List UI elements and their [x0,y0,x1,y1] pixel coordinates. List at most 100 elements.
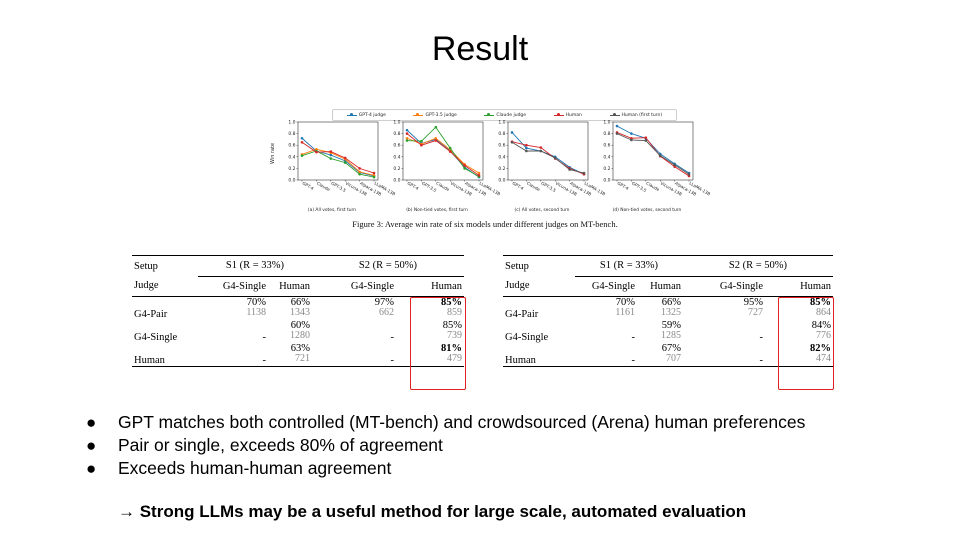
cell-percent: 81% [441,342,462,354]
data-point-claude-judge [329,157,333,160]
y-tick-label: 0.0 [498,178,505,184]
data-point-claude-judge [448,146,452,150]
table-col-header: Human [279,280,310,292]
legend-label-human-first-turn: Human (first turn) [621,112,663,118]
data-point-gpt4-judge [329,153,333,157]
y-tick-label: 0.4 [393,154,400,160]
bullet-dot: ● [86,436,97,455]
table-col-header: G4-Single [350,280,394,292]
series-line-human [301,141,375,174]
y-tick-label: 0.4 [288,154,295,160]
series-line-human [406,133,480,176]
table-col-header: Human [431,280,462,292]
cell-percent: - [390,354,395,366]
cell-count: 1343 [290,307,310,318]
cell-percent: 60% [290,319,310,331]
cell-count: 479 [447,353,462,364]
series-line-gpt4-judge [511,132,585,175]
series-line-human-first-turn [511,141,585,174]
table-row: G4-Single - 59% 1285 - 84% 776 [503,320,833,343]
series-line-claude-judge [406,126,480,177]
x-tick-label: GPT-4 [302,181,315,192]
series-line-gpt4-judge [301,137,375,177]
y-tick-label: 0.2 [288,166,295,172]
cell-count: 474 [816,353,831,364]
data-point-human [405,132,409,135]
y-tick-label: 0.8 [603,131,610,137]
data-point-gpt4-judge [300,136,304,140]
x-tick-label: GPT-4 [512,181,525,192]
x-tick-label: GPT-3.5 [631,181,648,194]
x-tick-label: Claude [435,181,450,193]
data-point-gpt4-judge [510,131,514,134]
data-point-human-first-turn [582,171,586,175]
table-mt-bench: Setup S1 (R = 33%) S2 (R = 50%) Judge G4… [132,256,464,366]
data-point-human-first-turn [644,139,648,142]
data-point-human [315,150,318,154]
data-point-human [448,150,452,153]
data-point-gpt4-judge [630,132,633,135]
cell-percent: 70% [615,296,635,308]
data-point-gpt4-judge [525,146,528,150]
legend-label-gpt35: GPT-3.5 judge [425,112,457,118]
table-setup-label: Setup [134,260,158,272]
series-line-claude-judge [301,150,375,178]
legend-swatch-gpt4 [346,113,357,116]
bullet-text: GPT matches both controlled (MT-bench) a… [118,412,806,432]
data-point-claude-judge [463,167,466,170]
data-point-gpt4-judge [615,124,619,128]
cell-percent: 63% [290,342,310,354]
cell-count: 727 [748,307,763,318]
series-line-human [616,132,690,177]
data-point-human [343,156,347,160]
legend-swatch-human-first-turn [609,113,620,116]
y-tick-label: 1.0 [498,120,505,126]
panel-caption-b: (b) Non-tied votes, first turn [406,208,468,213]
cell-percent: - [390,331,395,343]
y-tick-label: 0.4 [603,154,610,160]
cell-percent: 84% [811,319,831,331]
x-tick-label: GPT-4 [617,181,630,192]
legend-item-gpt35: GPT-3.5 judge [413,112,457,118]
x-tick-label: GPT-3.5 [540,181,557,194]
data-point-human-first-turn [568,168,571,171]
y-tick-label: 0.8 [288,131,295,137]
data-point-human [434,139,438,142]
cell-count: 1280 [290,330,310,341]
y-tick-label: 0.2 [393,166,400,172]
conclusion-text: → Strong LLMs may be a useful method for… [118,502,747,521]
row-label: Human [134,354,165,366]
data-point-claude-judge [434,125,438,129]
figure-legend: GPT-4 judge GPT-3.5 judge Claude judge H… [332,109,677,121]
table-row: G4-Single - 60% 1280 - 85% 739 [132,320,464,343]
cell-percent: - [631,354,636,366]
cell-count: 1325 [661,307,681,318]
data-point-human-first-turn [658,154,662,157]
y-tick-label: 0.0 [393,178,400,184]
plot-frame [612,121,694,181]
row-label: Human [505,354,536,366]
series-line-gpt4-judge [616,125,690,174]
legend-item-human-first-turn: Human (first turn) [609,112,663,118]
table-col-header: Human [650,280,681,292]
legend-item-gpt4: GPT-4 judge [346,113,386,118]
y-tick-label: 0.0 [603,178,610,184]
cell-percent: 95% [743,296,763,308]
y-tick-label: 0.6 [498,143,505,149]
data-point-human [644,136,648,139]
x-tick-label: GPT-3.5 [421,181,438,194]
plot-frame [507,121,589,181]
cell-count: 721 [295,353,310,364]
data-point-human [300,141,304,144]
data-point-human [420,143,423,147]
cell-percent: 70% [246,296,266,308]
panel-caption-c: (c) All votes, second turn [514,208,570,213]
table-col-header: G4-Single [591,280,635,292]
data-point-human-first-turn [510,141,514,144]
table-row: G4-Pair 70% 1161 66% 1325 95% 727 85% 864 [503,296,833,320]
chart-panel-a: 0.0 0.2 0.4 0.6 0.8 1.0 GPT-4 Claude GPT-3.5 Vicu… [282,120,396,218]
data-point-gpt35-judge [434,136,438,140]
highlight-box-arena [778,297,834,390]
